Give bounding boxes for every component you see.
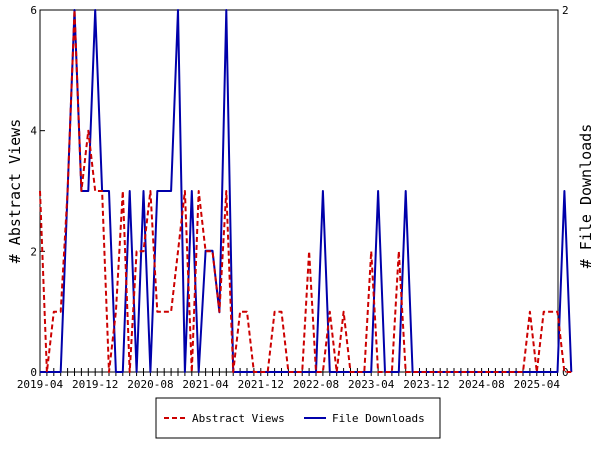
x-axis-tick-labels: 2019-04 2019-12 2020-08 2021-04 2021-12 2022-…	[17, 378, 561, 391]
left-y-tick-label: 4	[30, 125, 37, 138]
legend-box	[155, 397, 441, 439]
plot-area	[39, 9, 559, 373]
x-tick-label: 2024-08	[458, 378, 504, 391]
series-line-file-downloads	[40, 9, 573, 373]
x-tick-label: 2021-04	[182, 378, 229, 391]
left-y-tick-label: 6	[30, 4, 37, 17]
series-lines	[39, 9, 573, 373]
x-tick-label: 2021-12	[238, 378, 284, 391]
x-tick-label: 2022-08	[293, 378, 339, 391]
x-tick-label: 2019-04	[17, 378, 64, 391]
x-tick-label: 2023-12	[403, 378, 449, 391]
right-y-tick-label: 2	[562, 4, 569, 17]
legend-label-abstract-views: Abstract Views	[192, 412, 285, 425]
right-y-axis-title: # File Downloads	[577, 124, 595, 269]
left-y-tick-label: 0	[30, 366, 37, 379]
legend: Abstract Views File Downloads	[155, 397, 441, 439]
series-line-abstract-views	[39, 9, 572, 373]
right-y-tick-label: 0	[562, 366, 569, 379]
left-y-axis-title: # Abstract Views	[6, 119, 24, 264]
x-tick-label: 2025-04	[514, 378, 561, 391]
x-tick-label: 2023-04	[348, 378, 395, 391]
x-tick-label: 2019-12	[72, 378, 118, 391]
x-tick-label: 2020-08	[127, 378, 173, 391]
legend-label-file-downloads: File Downloads	[332, 412, 425, 425]
left-y-tick-label: 2	[30, 245, 37, 258]
